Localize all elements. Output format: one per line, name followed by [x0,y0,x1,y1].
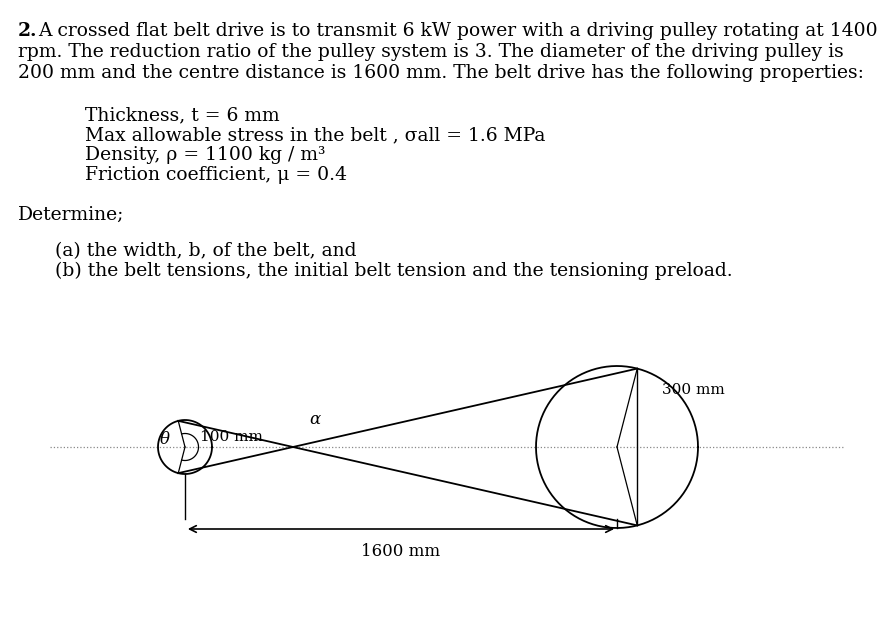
Text: Friction coefficient, μ = 0.4: Friction coefficient, μ = 0.4 [85,166,347,184]
Text: (a) the width, b, of the belt, and: (a) the width, b, of the belt, and [55,242,356,260]
Text: Max allowable stress in the belt , σall = 1.6 MPa: Max allowable stress in the belt , σall … [85,126,545,144]
Text: θ: θ [160,431,170,447]
Text: 300 mm: 300 mm [662,383,725,397]
Text: Determine;: Determine; [18,206,124,224]
Text: 100 mm: 100 mm [200,430,263,444]
Text: A crossed flat belt drive is to transmit 6 kW power with a driving pulley rotati: A crossed flat belt drive is to transmit… [38,22,877,40]
Text: Density, ρ = 1100 kg / m³: Density, ρ = 1100 kg / m³ [85,146,326,164]
Text: (b) the belt tensions, the initial belt tension and the tensioning preload.: (b) the belt tensions, the initial belt … [55,262,733,281]
Text: 1600 mm: 1600 mm [361,543,440,560]
Text: rpm. The reduction ratio of the pulley system is 3. The diameter of the driving : rpm. The reduction ratio of the pulley s… [18,43,844,61]
Text: Thickness, t = 6 mm: Thickness, t = 6 mm [85,106,280,124]
Text: α: α [309,410,321,428]
Text: 200 mm and the centre distance is 1600 mm. The belt drive has the following prop: 200 mm and the centre distance is 1600 m… [18,64,864,82]
Text: 2.: 2. [18,22,37,40]
